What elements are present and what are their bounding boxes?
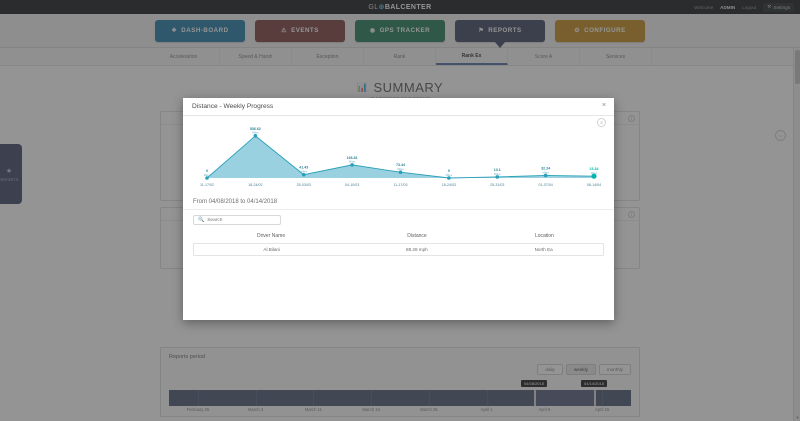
hamburger-menu-icon[interactable]: ≡ bbox=[597, 118, 606, 127]
drivers-table: Driver Name Distance Location Al Bilani … bbox=[183, 229, 614, 256]
x-axis-tick-label: 04-10/03 bbox=[345, 183, 359, 187]
data-point[interactable] bbox=[398, 170, 403, 175]
x-axis-tick-label: 01-07/04 bbox=[539, 183, 553, 187]
modal-header: Distance - Weekly Progress × bbox=[183, 98, 614, 116]
search-row: 🔍 bbox=[183, 210, 614, 229]
data-point-value: 536.62 bbox=[250, 127, 261, 131]
x-axis-tick-label: 25-03/03 bbox=[297, 183, 311, 187]
data-point[interactable] bbox=[253, 134, 258, 138]
cell-distance: 88.28 mph bbox=[406, 247, 428, 252]
data-point-unit: Miles bbox=[397, 167, 404, 171]
cell-driver-name: Al Bilani bbox=[263, 247, 280, 252]
x-axis-tick-label: 25-31/03 bbox=[490, 183, 504, 187]
x-axis-tick-label: 11-17/02 bbox=[200, 183, 214, 187]
table-row[interactable]: Al Bilani 88.28 mph North Ea bbox=[193, 243, 604, 256]
data-point[interactable] bbox=[205, 176, 209, 180]
data-point-unit: Miles bbox=[494, 172, 501, 176]
data-point[interactable] bbox=[301, 172, 306, 177]
distance-area-chart: 0Miles11-17/02536.62Miles18-24/0241.43Mi… bbox=[200, 127, 601, 187]
data-point-unit: Miles bbox=[446, 173, 453, 177]
close-icon[interactable]: × bbox=[601, 102, 606, 109]
modal-date-range: From 04/08/2018 to 04/14/2018 bbox=[183, 194, 614, 210]
data-point-unit: Miles bbox=[349, 160, 356, 164]
column-header-distance: Distance bbox=[407, 233, 427, 239]
column-header-location: Location bbox=[534, 233, 554, 239]
x-axis-tick-label: 18-24/03 bbox=[442, 183, 456, 187]
data-point-unit: Miles bbox=[591, 171, 598, 175]
data-point-value: 23.34 bbox=[590, 167, 599, 171]
table-header-row: Driver Name Distance Location bbox=[193, 231, 604, 243]
x-axis-tick-label: 08-14/04 bbox=[587, 183, 601, 187]
x-axis-tick-label: 18-24/02 bbox=[248, 183, 262, 187]
modal-title: Distance - Weekly Progress bbox=[192, 103, 274, 110]
data-point[interactable] bbox=[543, 173, 548, 178]
search-icon: 🔍 bbox=[198, 217, 205, 223]
data-point-value: 13.1 bbox=[494, 168, 501, 172]
data-point-unit: Miles bbox=[542, 170, 549, 174]
data-point-unit: Miles bbox=[300, 170, 307, 174]
column-header-driver-name: Driver Name bbox=[257, 233, 286, 239]
area-fill bbox=[207, 135, 594, 178]
cell-location: North Ea bbox=[534, 247, 553, 252]
data-point[interactable] bbox=[495, 175, 500, 179]
x-axis-tick-label: 11-17/03 bbox=[394, 183, 408, 187]
data-point[interactable] bbox=[591, 173, 597, 179]
data-point-unit: Miles bbox=[204, 173, 211, 177]
data-point-value: 0 bbox=[206, 169, 208, 173]
data-point-value: 0 bbox=[448, 169, 450, 173]
data-point[interactable] bbox=[350, 163, 354, 167]
data-point-value: 41.43 bbox=[299, 166, 308, 170]
search-input[interactable] bbox=[207, 217, 276, 223]
data-point[interactable] bbox=[447, 176, 451, 180]
data-point-value: 32.24 bbox=[541, 166, 550, 170]
data-point-unit: Miles bbox=[252, 131, 259, 135]
chart-container: ≡ 0 Miles 11-17/02 536.62 Miles 18-24/02 41.43… bbox=[183, 116, 614, 194]
data-point-value: 166.81 bbox=[347, 156, 358, 160]
search-box[interactable]: 🔍 bbox=[193, 215, 281, 225]
distance-weekly-progress-modal: Distance - Weekly Progress × ≡ 0 Miles 11-… bbox=[183, 98, 614, 320]
data-point-value: 73.44 bbox=[396, 163, 405, 167]
